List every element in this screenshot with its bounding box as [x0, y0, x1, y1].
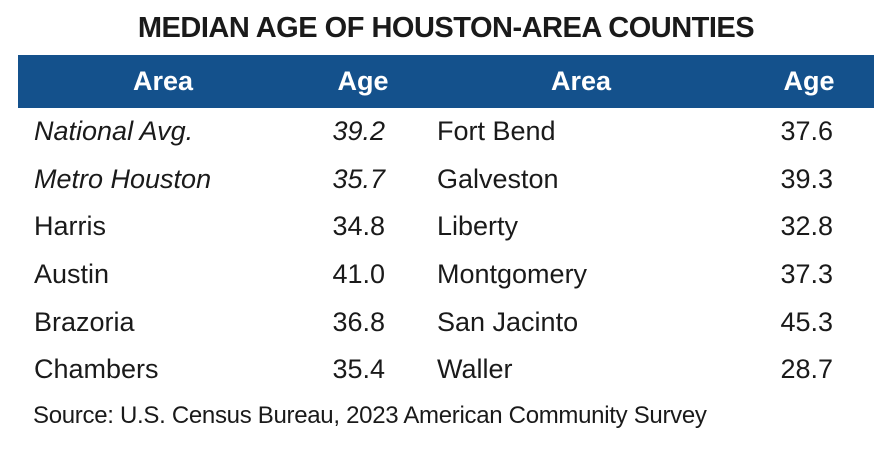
table-row: Austin 41.0 Montgomery 37.3 [18, 250, 874, 299]
area-cell-right: Fort Bend [437, 116, 556, 147]
age-cell-left: 36.8 [332, 306, 385, 337]
area-cell-left: Brazoria [34, 306, 135, 337]
area-cell-left: National Avg. [34, 116, 194, 147]
table-header-row: Area Age Area Age [18, 55, 874, 108]
table-row: National Avg. 39.2 Fort Bend 37.6 [18, 108, 874, 156]
table-body: National Avg. 39.2 Fort Bend 37.6 Metro Hous… [18, 108, 874, 394]
page-title: MEDIAN AGE OF HOUSTON-AREA COUNTIES [137, 12, 755, 44]
age-cell-left: 39.2 [332, 116, 385, 147]
table-row: Brazoria 36.8 San Jacinto 45.3 [18, 298, 874, 346]
age-cell-right: 37.3 [780, 259, 833, 290]
age-cell-right: 28.7 [780, 354, 833, 385]
age-cell-left: 35.7 [332, 163, 385, 194]
area-cell-right: Galveston [437, 163, 559, 194]
area-cell-right: Liberty [437, 211, 519, 242]
table-row: Metro Houston 35.7 Galveston 39.3 [18, 155, 874, 204]
column-header-age-right: Age [783, 66, 835, 96]
column-header-area-right: Area [550, 66, 612, 96]
area-cell-left: Chambers [34, 354, 159, 385]
age-cell-right: 45.3 [780, 306, 833, 337]
area-cell-left: Harris [34, 211, 106, 242]
table-row: Harris 34.8 Liberty 32.8 [18, 203, 874, 251]
area-cell-right: Montgomery [437, 259, 588, 290]
table-row: Chambers 35.4 Waller 28.7 [18, 345, 874, 394]
age-cell-left: 41.0 [332, 259, 385, 290]
area-cell-right: Waller [437, 354, 513, 385]
age-cell-right: 39.3 [780, 163, 833, 194]
area-cell-left: Austin [34, 259, 110, 290]
area-cell-right: San Jacinto [437, 306, 579, 337]
median-age-table: Area Age Area Age National Avg. 39.2 Fort … [18, 55, 874, 394]
column-header-age-left: Age [337, 66, 389, 96]
source-note: Source: U.S. Census Bureau, 2023 America… [33, 402, 707, 429]
age-cell-right: 32.8 [780, 211, 833, 242]
age-cell-left: 35.4 [332, 354, 385, 385]
age-cell-right: 37.6 [780, 116, 833, 147]
age-cell-left: 34.8 [332, 211, 385, 242]
area-cell-left: Metro Houston [34, 163, 212, 194]
column-header-area-left: Area [132, 66, 194, 96]
